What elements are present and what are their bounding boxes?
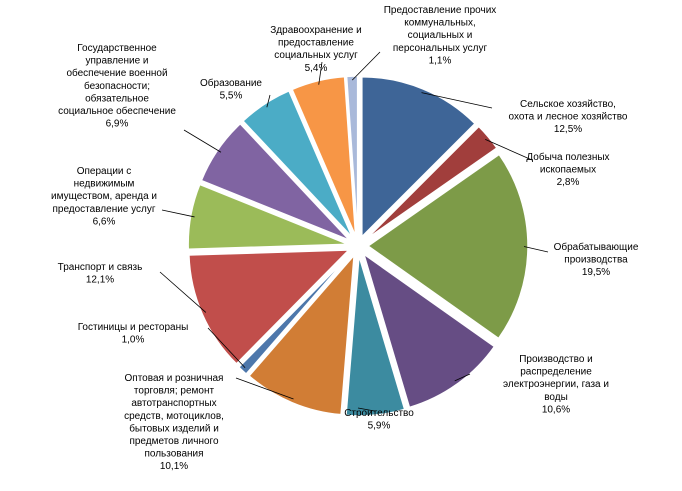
slice-value-label: 5,4%: [305, 63, 328, 74]
slice-label-line: пользования: [144, 449, 203, 460]
slice-label-line: Производство и: [519, 354, 593, 365]
pie-slice: [362, 252, 496, 409]
slice-value-label: 1,1%: [429, 55, 452, 66]
slice-label-line: Строительство: [344, 408, 414, 419]
slice-label-line: Операции с: [77, 166, 132, 177]
slice-label: Государственное управление и обеспечение в…: [58, 43, 176, 130]
slice-label-line: Государственное: [77, 43, 157, 54]
slice-value-label: 5,5%: [220, 91, 243, 102]
slice-label-line: электроэнергии, газа и: [503, 379, 609, 390]
slice-label-line: Добыча полезных: [526, 151, 609, 163]
leader-line: [161, 209, 195, 218]
slice-label-line: социальных и: [408, 30, 473, 41]
leader-line: [485, 139, 533, 161]
slice-label-line: коммунальных,: [404, 18, 476, 29]
slice-label-line: Предоставление прочих: [384, 5, 497, 16]
leader-line: [207, 327, 246, 368]
slice-label-line: Обрабатывающие: [554, 241, 639, 253]
slice-value-label: 5,9%: [368, 421, 391, 432]
leader-line: [159, 271, 207, 313]
slice-value-label: 10,6%: [542, 404, 570, 415]
slice-label-line: Оптовая и розничная: [125, 373, 224, 384]
leader-line: [357, 407, 376, 412]
pie-slice: [365, 125, 498, 241]
slice-label-line: ископаемых: [540, 165, 596, 176]
slice-value-label: 6,9%: [106, 119, 129, 130]
slice-label: Строительство 5,9%: [344, 408, 414, 432]
slice-label-line: обеспечение военной: [66, 67, 167, 79]
leader-line: [421, 92, 493, 109]
pie-slice: [237, 252, 352, 376]
leader-lines: [159, 51, 549, 412]
slice-label-line: бытовых изделий и: [129, 422, 219, 434]
leader-line: [454, 373, 471, 382]
slice-label-line: обязательное: [85, 92, 149, 104]
leader-line: [183, 129, 222, 153]
slice-label: Добыча полезных ископаемых 2,8%: [526, 151, 609, 188]
slice-label-line: имуществом, аренда и: [51, 191, 157, 202]
slice-label: Здравоохранение и предоставление социальны…: [270, 25, 361, 74]
leader-line: [351, 51, 381, 81]
pie-slice: [188, 249, 351, 365]
pie-slices: [187, 75, 529, 417]
slice-value-label: 6,6%: [93, 216, 116, 227]
slice-label-line: Образование: [200, 77, 262, 89]
slice-label-line: предоставление услуг: [52, 204, 155, 215]
slice-value-label: 2,8%: [557, 177, 580, 188]
slice-label-line: Здравоохранение и: [270, 25, 361, 36]
pie-slice: [345, 75, 359, 237]
leader-line: [235, 377, 294, 400]
pie-slice: [241, 89, 354, 239]
slice-label-line: воды: [544, 392, 568, 403]
slice-label-line: недвижимым: [74, 179, 135, 190]
leader-line: [318, 61, 323, 85]
slice-label: Производство и распределение электроэнерги…: [503, 354, 609, 415]
slice-label-line: производства: [564, 255, 628, 266]
slice-label-line: распределение: [520, 367, 592, 378]
slice-label-line: торговля; ремонт: [134, 386, 215, 397]
slice-label: Операции с недвижимым имуществом, аренда и…: [51, 166, 157, 227]
leader-line: [266, 94, 271, 108]
slice-label-line: охота и лесное хозяйство: [509, 112, 628, 123]
slice-value-label: 19,5%: [582, 267, 610, 278]
slice-label: Гостиницы и рестораны 1,0%: [78, 322, 189, 346]
pie-slice: [366, 153, 529, 340]
slice-label-line: безопасности;: [84, 80, 150, 92]
pie-slice: [345, 255, 406, 417]
slice-value-label: 12,5%: [554, 124, 582, 135]
pie-slice: [291, 75, 357, 237]
slice-label-line: Сельское хозяйство,: [520, 99, 616, 110]
slice-value-label: 12,1%: [86, 275, 114, 286]
slice-label: Образование 5,5%: [200, 77, 262, 102]
slice-label-line: предметов личного: [129, 436, 219, 447]
slice-label-line: автотранспортных: [131, 398, 216, 409]
slice-value-label: 1,0%: [122, 335, 145, 346]
pie-slice: [248, 252, 356, 416]
slice-label-line: предоставление: [278, 38, 354, 49]
slice-label: Транспорт и связь 12,1%: [58, 262, 143, 286]
slice-label-line: социальное обеспечение: [58, 105, 176, 117]
slice-label-line: управление и: [85, 56, 148, 67]
slice-label: Сельское хозяйство, охота и лесное хозяйс…: [509, 99, 628, 135]
slice-label: Предоставление прочих коммунальных, социал…: [384, 5, 497, 66]
slice-value-label: 10,1%: [160, 461, 188, 472]
slice-label: Обрабатывающие производства 19,5%: [554, 241, 639, 278]
slice-label-line: персональных услуг: [393, 43, 488, 54]
pie-slice: [361, 76, 477, 239]
leader-line: [523, 246, 549, 253]
slice-label-line: социальных услуг: [274, 50, 358, 61]
slice-label-line: Транспорт и связь: [58, 262, 143, 273]
slice-label-line: Гостиницы и рестораны: [78, 322, 189, 333]
slice-label: Оптовая и розничная торговля; ремонт автот…: [124, 373, 224, 472]
slice-labels: Сельское хозяйство, охота и лесное хозяйс…: [51, 5, 639, 472]
slice-label-line: средств, мотоциклов,: [124, 411, 224, 422]
